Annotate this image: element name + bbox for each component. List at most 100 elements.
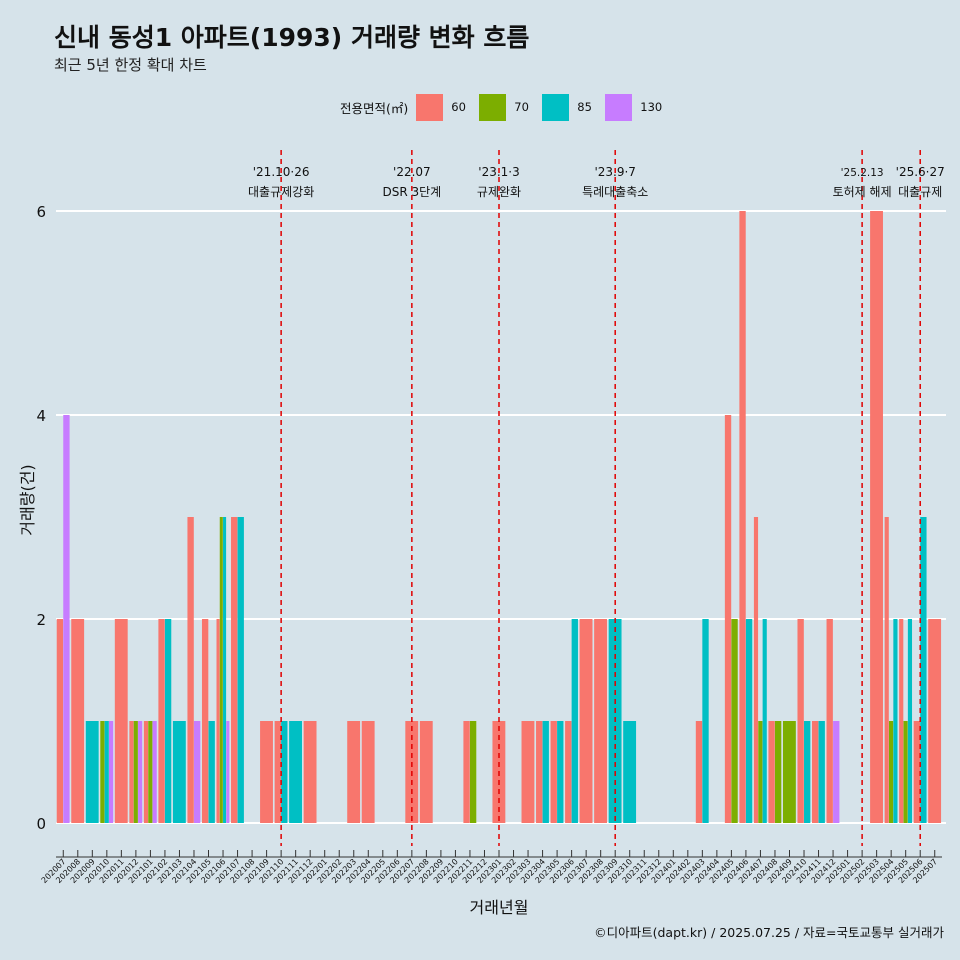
legend-label-70: 70 [514, 100, 529, 114]
bar-202109-60 [260, 721, 273, 823]
chart-subtitle: 최근 5년 한정 확대 차트 [54, 56, 207, 74]
bar-202007-60 [56, 619, 64, 823]
bar-202211-60 [463, 721, 470, 823]
bar-202304-60 [536, 721, 543, 823]
bar-202303-60 [521, 721, 535, 823]
event-date-0: '21.10·26 [253, 165, 310, 179]
event-label-0: 대출규제강화 [248, 185, 314, 199]
bar-202107-85 [237, 517, 244, 823]
bar-202306-60 [565, 721, 572, 823]
bar-202112-60 [303, 721, 317, 823]
bar-202504-70 [888, 721, 894, 823]
bar-202104-60 [187, 517, 194, 823]
bar-202111-85 [289, 721, 302, 823]
bar-202110-85 [281, 721, 288, 823]
bar-202412-130 [833, 721, 840, 823]
legend-swatch-60 [416, 93, 444, 121]
bar-202505-70 [903, 721, 908, 823]
source-caption: ©디아파트(dapt.kr) / 2025.07.25 / 자료=국토교통부 실… [594, 925, 944, 940]
bar-202407-60 [753, 517, 759, 823]
bar-202208-60 [419, 721, 433, 823]
bar-202403-85 [702, 619, 709, 823]
bar-202012-70 [133, 721, 138, 823]
bar-202405-70 [731, 619, 738, 823]
y-tick-label-6: 6 [36, 203, 46, 221]
bar-202102-60 [158, 619, 165, 823]
event-date-2: '23.1·3 [478, 165, 519, 179]
bar-202505-85 [907, 619, 913, 823]
bar-202408-70 [774, 721, 782, 823]
bar-202011-60 [114, 619, 128, 823]
event-label-5: 대출규제 [898, 185, 942, 199]
event-date-1: '22.07 [393, 165, 431, 179]
chart-title: 신내 동성1 아파트(1993) 거래량 변화 흐름 [54, 23, 530, 52]
legend-item-70: 70 [479, 93, 536, 121]
bar-202407-85 [762, 619, 767, 823]
bar-202102-85 [164, 619, 172, 823]
bar-202012-130 [138, 721, 143, 823]
bar-202411-60 [812, 721, 819, 823]
bar-202504-85 [893, 619, 898, 823]
bar-202304-85 [542, 721, 549, 823]
bar-202101-70 [148, 721, 153, 823]
event-label-3: 특례대출축소 [582, 185, 648, 199]
event-label-1: DSR 3단계 [382, 185, 441, 199]
bar-202307-60 [579, 619, 593, 823]
bar-202009-85 [85, 721, 99, 823]
legend-label-130: 130 [640, 100, 663, 114]
legend-swatch-130 [605, 93, 633, 121]
bar-202308-60 [594, 619, 608, 823]
bar-202211-70 [469, 721, 477, 823]
bar-202406-60 [739, 211, 746, 823]
event-date-5: '25.6·27 [896, 165, 945, 179]
bar-202010-70 [100, 721, 105, 823]
legend-item-85: 85 [542, 93, 599, 121]
legend-swatch-85 [542, 93, 570, 121]
bar-202305-85 [557, 721, 564, 823]
bar-202008-60 [71, 619, 85, 823]
bar-202101-60 [143, 721, 149, 823]
y-tick-label-0: 0 [36, 815, 46, 833]
bar-202010-130 [109, 721, 114, 823]
legend-item-60: 60 [416, 93, 473, 121]
bar-202204-60 [361, 721, 375, 823]
bar-202310-85 [623, 721, 637, 823]
bar-202110-60 [274, 721, 281, 823]
bar-202106-60 [216, 619, 220, 823]
bar-202407-70 [758, 721, 763, 823]
event-date-4: '25.2.13 [841, 167, 884, 179]
bar-202504-60 [884, 517, 889, 823]
bar-202405-60 [724, 415, 732, 823]
bar-202012-60 [129, 721, 134, 823]
bar-202305-60 [550, 721, 557, 823]
bar-202203-60 [347, 721, 361, 823]
bar-202104-130 [193, 721, 201, 823]
legend: 전용면적(㎡) 60 70 85 130 [340, 93, 668, 121]
legend-title: 전용면적(㎡) [340, 100, 409, 116]
legend-swatch-70 [479, 93, 507, 121]
bar-202105-60 [201, 619, 209, 823]
bar-202410-60 [797, 619, 804, 823]
bar-202412-60 [826, 619, 833, 823]
bar-202406-85 [745, 619, 753, 823]
y-tick-label-4: 4 [36, 407, 46, 425]
y-tick-label-2: 2 [36, 611, 46, 629]
bar-202101-130 [152, 721, 157, 823]
bar-202507-60 [928, 619, 942, 823]
bar-202505-60 [899, 619, 904, 823]
bar-202408-60 [768, 721, 775, 823]
event-label-2: 규제완화 [477, 185, 521, 199]
event-date-3: '23.9·7 [594, 165, 635, 179]
legend-label-85: 85 [577, 100, 592, 114]
annotation-layer: '21.10·26 대출규제강화 '22.07 DSR 3단계 '23.1·3 규제완화 '… [248, 150, 945, 846]
bar-202106-85 [223, 517, 227, 823]
bar-202306-85 [571, 619, 578, 823]
bar-202106-70 [219, 517, 223, 823]
bar-202506-60 [913, 721, 921, 823]
bar-202503-60 [870, 211, 883, 823]
bar-202103-85 [172, 721, 186, 823]
bar-202409-70 [782, 721, 796, 823]
bar-202107-60 [231, 517, 238, 823]
bar-202106-130 [226, 721, 230, 823]
